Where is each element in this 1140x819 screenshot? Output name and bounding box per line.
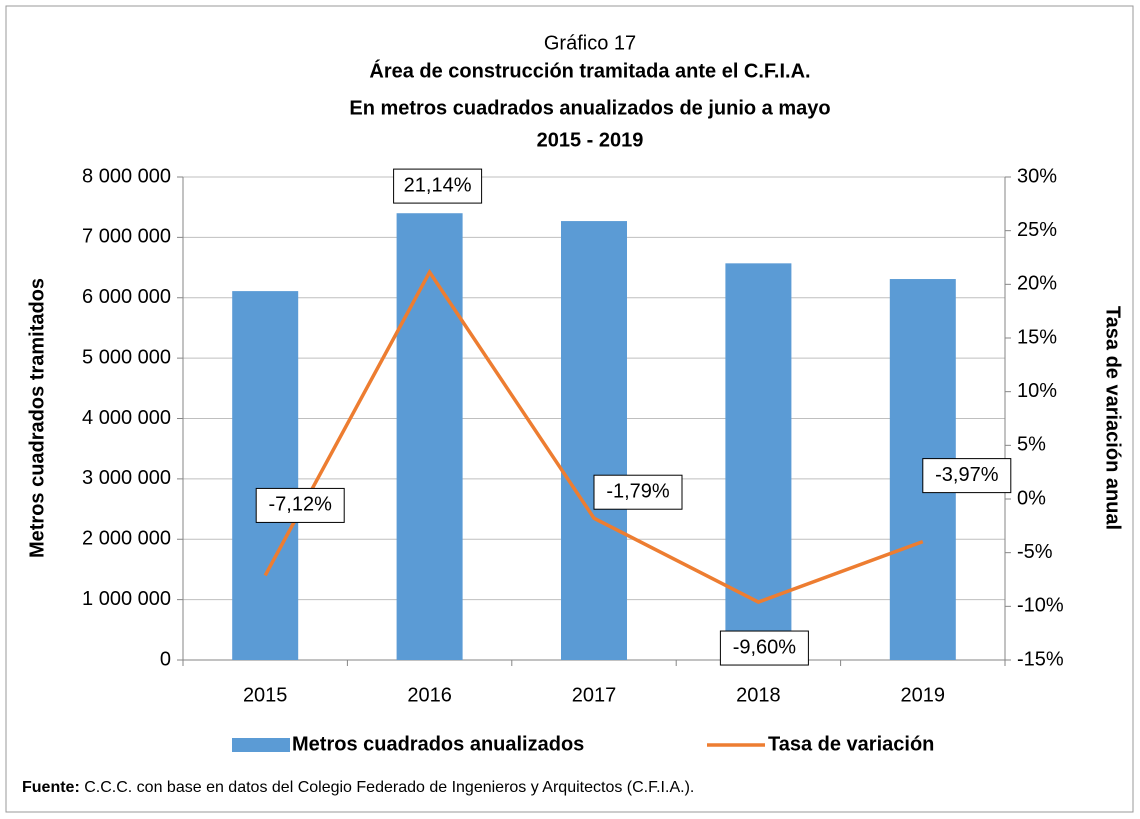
y-tick-label: 2 000 000 [82,528,171,550]
legend-swatch [232,738,290,752]
bar [232,291,299,660]
x-tick-label: 2017 [572,684,617,706]
chart-subtitle: Área de construcción tramitada ante el C… [369,59,810,82]
y2-tick-label: 15% [1017,326,1057,348]
y2-tick-label: 20% [1017,273,1057,295]
y-tick-label: 1 000 000 [82,588,171,610]
y-tick-label: 7 000 000 [82,226,171,248]
line [263,268,924,604]
y-tick-label: 5 000 000 [82,346,171,368]
y-tick-label: 3 000 000 [82,467,171,489]
chart-subtitle: En metros cuadrados anualizados de junio… [349,97,830,119]
data-label: 21,14% [404,174,472,196]
y2-tick-label: 10% [1017,380,1057,402]
y2-axis-label: Tasa de variación anual [1102,306,1124,530]
label-box [719,630,809,666]
label-box [393,168,483,204]
label-box [922,458,1012,494]
y2-tick-label: 30% [1017,165,1057,187]
bar [396,213,463,660]
x-tick-label: 2016 [407,684,452,706]
y-tick-label: 6 000 000 [82,286,171,308]
data-label: -9,60% [733,636,797,658]
source-text: C.C.C. con base en datos del Colegio Fed… [84,779,694,796]
chart-title: Gráfico 17 [544,32,636,54]
bar [561,221,627,661]
x-tick-label: 2018 [736,684,781,706]
chart-subtitle: 2015 - 2019 [537,129,644,151]
y-axis-label: Metros cuadrados tramitados [26,278,48,558]
data-label: -7,12% [269,494,333,516]
data-label: -1,79% [606,480,670,502]
data-label: -3,97% [935,464,999,486]
y2-tick-label: -15% [1017,648,1064,670]
label-box [593,474,683,510]
label-box [255,487,345,523]
y2-tick-label: 5% [1017,434,1046,456]
y2-tick-label: 25% [1017,219,1057,241]
y2-tick-label: -10% [1017,595,1064,617]
y-tick-label: 0 [160,648,171,670]
x-tick-label: 2015 [243,684,288,706]
x-tick-label: 2019 [901,684,946,706]
legend-label: Tasa de variación [768,733,934,755]
y2-tick-label: -5% [1017,541,1053,563]
source-label: Fuente: [22,779,80,796]
y-tick-label: 4 000 000 [82,407,171,429]
source: Fuente: C.C.C. con base en datos del Col… [22,779,694,796]
y2-tick-label: 0% [1017,487,1046,509]
legend-label: Metros cuadrados anualizados [292,733,584,755]
y-tick-label: 8 000 000 [82,165,171,187]
